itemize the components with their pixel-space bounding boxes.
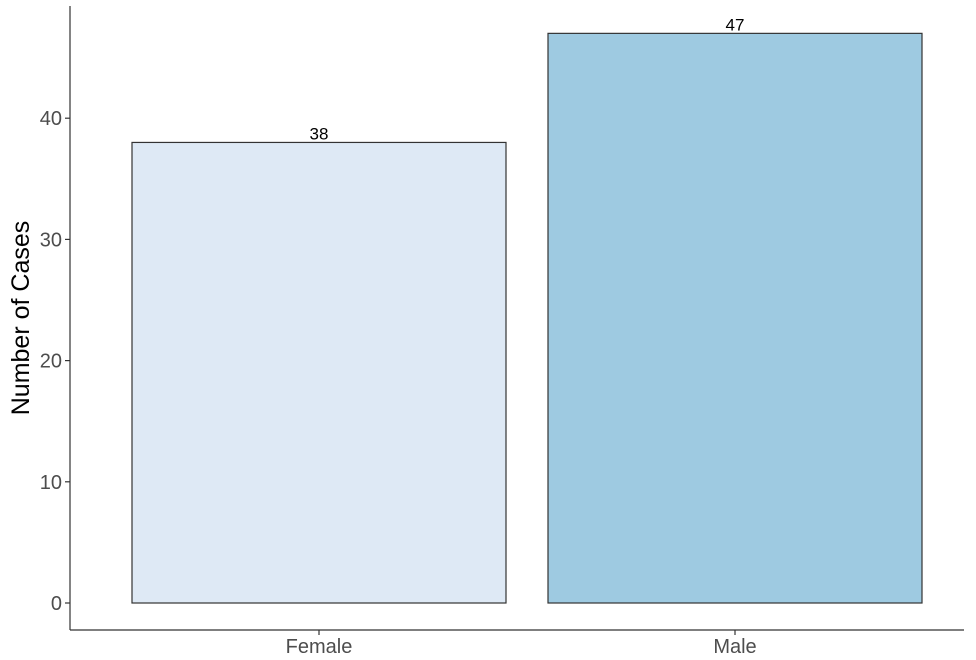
- y-axis: 0 10 20 30 40: [40, 6, 71, 630]
- y-tick-label: 30: [40, 229, 62, 251]
- y-axis-title: Number of Cases: [7, 221, 35, 416]
- y-tick-label: 40: [40, 108, 62, 130]
- y-tick-label: 0: [51, 593, 62, 615]
- data-labels-group: 38 47: [310, 15, 745, 143]
- data-label-male: 47: [726, 15, 745, 34]
- x-axis: Female Male: [70, 629, 964, 658]
- bar-male: [547, 32, 923, 604]
- y-tick-label: 10: [40, 472, 62, 494]
- data-label-female: 38: [310, 124, 329, 143]
- y-tick-label: 20: [40, 351, 62, 373]
- bar-female: [131, 141, 507, 604]
- bars-group: [131, 32, 923, 604]
- x-tick-label-female: Female: [286, 636, 353, 658]
- x-tick-label-male: Male: [713, 636, 756, 658]
